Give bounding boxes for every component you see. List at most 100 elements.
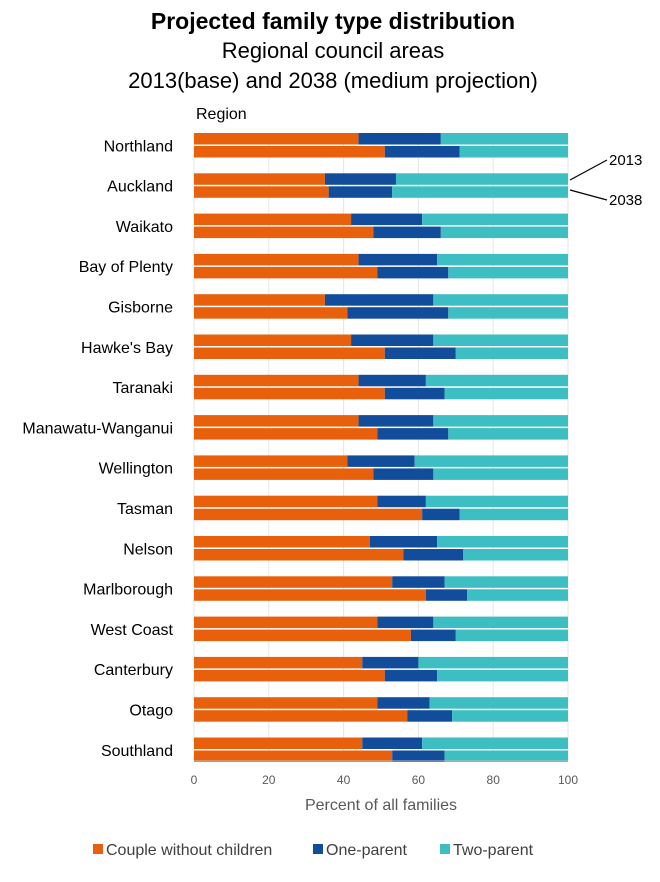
bar-nelson-2038-one-parent: [403, 549, 464, 561]
bar-waikato-2013-couple: [194, 213, 352, 226]
category-label-bay-of-plenty: Bay of Plenty: [79, 259, 173, 276]
bar-taranaki-2038-one-parent: [384, 387, 445, 400]
bar-nelson-2013-couple: [194, 536, 370, 548]
annotation-2038: 2038: [609, 192, 642, 209]
bar-nelson-2013-one-parent: [369, 536, 438, 548]
category-label-hawke-s-bay: Hawke's Bay: [81, 340, 173, 357]
bar-otago-2038-one-parent: [407, 710, 453, 722]
bar-marlborough-2013-couple: [194, 576, 393, 588]
category-label-waikato: Waikato: [116, 219, 173, 236]
bar-hawke-s-bay-2013-couple: [194, 334, 352, 346]
bar-bay-of-plenty-2013-one-parent: [358, 253, 438, 266]
annotation-leader-2038: [569, 189, 608, 201]
bar-southland-2013-two-parent: [422, 737, 568, 749]
bar-marlborough-2038-couple: [194, 589, 426, 601]
category-label-auckland: Auckland: [107, 179, 173, 196]
bar-wellington-2013-couple: [194, 455, 348, 467]
bar-nelson-2038-two-parent: [463, 549, 568, 561]
category-label-canterbury: Canterbury: [94, 662, 173, 679]
legend-swatch-two-parent: [440, 844, 450, 854]
bar-manawatu-wanganui-2013-one-parent: [358, 415, 434, 427]
legend-label-one-parent: One-parent: [326, 842, 407, 859]
bar-tasman-2038-couple: [194, 508, 423, 521]
category-label-taranaki: Taranaki: [113, 380, 173, 397]
bar-southland-2013-one-parent: [362, 737, 423, 749]
bar-annotations: 2013 2038: [569, 152, 642, 209]
bar-marlborough-2013-two-parent: [444, 576, 568, 588]
bar-manawatu-wanganui-2013-couple: [194, 415, 359, 427]
x-tick-20: 20: [262, 773, 276, 787]
bar-west-coast-2038-one-parent: [410, 629, 456, 642]
bar-taranaki-2013-two-parent: [425, 374, 568, 387]
legend-label-two-parent: Two-parent: [453, 842, 534, 859]
bar-taranaki-2013-couple: [194, 374, 359, 387]
bar-manawatu-wanganui-2038-couple: [194, 428, 378, 440]
bar-manawatu-wanganui-2013-two-parent: [433, 415, 568, 427]
bar-wellington-2038-one-parent: [373, 468, 434, 480]
bar-auckland-2013-one-parent: [324, 173, 396, 185]
bar-hawke-s-bay-2038-one-parent: [384, 347, 456, 359]
bar-hawke-s-bay-2013-one-parent: [351, 334, 434, 346]
bar-waikato-2038-one-parent: [373, 226, 441, 239]
x-tick-60: 60: [412, 773, 426, 787]
bar-northland-2038-couple: [194, 146, 385, 158]
bar-tasman-2013-one-parent: [377, 495, 426, 508]
bar-otago-2013-two-parent: [429, 697, 568, 709]
x-tick-80: 80: [487, 773, 501, 787]
bar-auckland-2038-couple: [194, 186, 329, 198]
bar-taranaki-2013-one-parent: [358, 374, 426, 387]
category-label-wellington: Wellington: [99, 461, 173, 478]
bar-waikato-2013-two-parent: [422, 213, 568, 226]
bar-canterbury-2038-one-parent: [384, 669, 438, 682]
chart-subtitle-line-1: Regional council areas: [222, 38, 445, 63]
category-labels: Northland Auckland Waikato Bay of Plenty Gis…: [22, 138, 173, 760]
category-label-tasman: Tasman: [117, 501, 173, 518]
bar-nelson-2038-couple: [194, 549, 404, 561]
bar-taranaki-2038-couple: [194, 387, 385, 400]
bar-tasman-2038-one-parent: [422, 508, 460, 521]
bar-west-coast-2013-couple: [194, 616, 378, 629]
annotation-leader-2013: [569, 159, 608, 181]
x-tick-labels: 0 20 40 60 80 100: [191, 773, 579, 787]
bar-gisborne-2038-one-parent: [347, 307, 449, 319]
bar-northland-2013-couple: [194, 133, 359, 145]
category-label-gisborne: Gisborne: [108, 299, 173, 316]
bar-marlborough-2038-two-parent: [467, 589, 568, 601]
annotation-2013: 2013: [609, 152, 642, 169]
category-axis-label: Region: [196, 106, 247, 123]
bar-auckland-2038-one-parent: [328, 186, 393, 198]
bar-northland-2013-two-parent: [440, 133, 568, 145]
bar-tasman-2013-two-parent: [425, 495, 568, 508]
bar-canterbury-2038-two-parent: [437, 669, 568, 682]
legend-label-couple: Couple without children: [106, 842, 272, 859]
bars: [194, 133, 568, 762]
bar-otago-2038-two-parent: [452, 710, 568, 722]
bar-auckland-2013-couple: [194, 173, 325, 185]
bar-west-coast-2038-two-parent: [455, 629, 568, 642]
bar-hawke-s-bay-2038-couple: [194, 347, 385, 359]
bar-west-coast-2038-couple: [194, 629, 411, 642]
bar-west-coast-2013-two-parent: [433, 616, 568, 629]
category-label-west-coast: West Coast: [91, 622, 174, 639]
bar-northland-2038-two-parent: [459, 146, 568, 158]
bar-wellington-2013-one-parent: [347, 455, 415, 467]
bar-bay-of-plenty-2038-one-parent: [377, 266, 449, 279]
bar-bay-of-plenty-2038-two-parent: [448, 266, 568, 279]
bar-southland-2038-two-parent: [444, 750, 568, 762]
bar-waikato-2038-two-parent: [440, 226, 568, 239]
bar-bay-of-plenty-2013-two-parent: [437, 253, 568, 266]
bar-southland-2038-one-parent: [392, 750, 445, 762]
bar-auckland-2013-two-parent: [395, 173, 568, 185]
category-label-manawatu-wanganui: Manawatu-Wanganui: [22, 420, 173, 437]
bar-nelson-2013-two-parent: [437, 536, 568, 548]
chart-subtitle-line-2: 2013(base) and 2038 (medium projection): [128, 68, 538, 93]
legend: Couple without children One-parent Two-p…: [93, 842, 534, 859]
bar-otago-2038-couple: [194, 710, 408, 722]
bar-marlborough-2038-one-parent: [425, 589, 468, 601]
bar-gisborne-2038-couple: [194, 307, 348, 319]
bar-wellington-2038-two-parent: [433, 468, 568, 480]
legend-swatch-couple: [93, 844, 103, 854]
x-tick-0: 0: [191, 773, 198, 787]
x-tick-40: 40: [337, 773, 351, 787]
